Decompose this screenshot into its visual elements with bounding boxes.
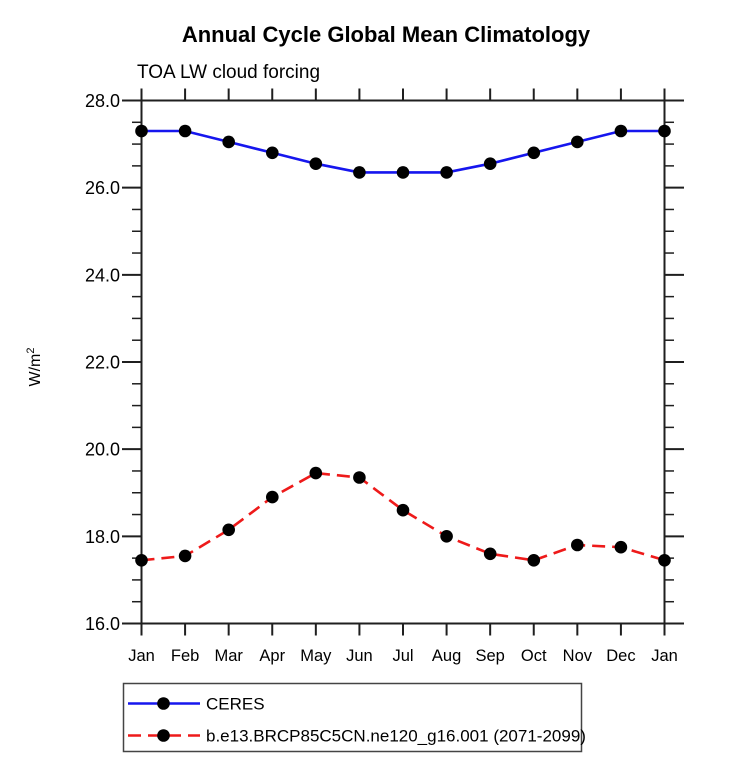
data-point-marker xyxy=(353,471,366,484)
data-point-marker xyxy=(309,157,323,170)
x-tick-label: Aug xyxy=(432,647,461,665)
y-axis-title-base: W/m xyxy=(27,354,44,387)
plot-frame xyxy=(140,99,666,625)
data-point-marker xyxy=(135,124,148,138)
y-tick-label: 16.0 xyxy=(85,614,120,634)
legend: CERES b.e13.BRCP85C5CN.ne120_g16.001 (20… xyxy=(122,682,586,753)
data-point-marker xyxy=(266,490,279,504)
data-point-marker xyxy=(178,549,192,563)
data-point-marker xyxy=(222,135,235,149)
data-point-marker xyxy=(483,157,497,170)
data-point-marker xyxy=(658,554,671,567)
data-point-marker xyxy=(483,547,497,561)
x-tick-label: Jan xyxy=(128,647,155,665)
x-tick-label: Oct xyxy=(521,647,547,665)
y-tick-label: 26.0 xyxy=(85,178,120,198)
y-tick-label: 18.0 xyxy=(85,527,120,547)
axes xyxy=(122,88,684,636)
data-point-marker xyxy=(527,146,541,160)
x-tick-label: Jan xyxy=(651,647,678,665)
data-point-marker xyxy=(527,554,541,567)
data-point-marker xyxy=(135,554,148,567)
y-tick-labels: 16.0 18.0 20.0 22.0 24.0 26.0 28.0 xyxy=(85,91,120,634)
legend-label-ceres: CERES xyxy=(206,695,265,714)
data-point-marker xyxy=(353,166,366,179)
y-axis-title: W/m2 xyxy=(25,348,44,387)
x-tick-label: Mar xyxy=(214,647,243,665)
legend-box xyxy=(122,682,583,753)
series-line-1 xyxy=(141,471,665,562)
data-point-marker xyxy=(396,503,410,517)
x-tick-label: Jul xyxy=(392,647,413,665)
x-tick-label: Sep xyxy=(475,647,504,665)
x-tick-label: Dec xyxy=(606,647,635,665)
data-series xyxy=(135,124,671,567)
data-point-marker xyxy=(440,530,453,543)
y-axis-title-superscript: 2 xyxy=(25,348,37,354)
data-point-marker xyxy=(571,135,584,149)
data-point-marker xyxy=(658,124,671,138)
x-tick-label: Apr xyxy=(259,647,285,665)
data-point-marker xyxy=(396,166,410,179)
y-tick-label: 28.0 xyxy=(85,91,120,111)
legend-marker-ceres xyxy=(157,697,170,710)
x-tick-label: May xyxy=(300,647,332,665)
data-point-marker xyxy=(614,540,628,554)
x-tick-label: Feb xyxy=(171,647,199,665)
data-point-marker xyxy=(178,124,192,138)
y-tick-label: 20.0 xyxy=(85,440,120,460)
data-point-marker xyxy=(440,166,453,179)
x-tick-labels: Jan Feb Mar Apr May Jun Jul Aug Sep Oct Nov Dec Jan xyxy=(128,647,678,665)
data-point-marker xyxy=(222,523,235,537)
data-point-marker xyxy=(571,538,584,552)
legend-label-model: b.e13.BRCP85C5CN.ne120_g16.001 (2071-209… xyxy=(206,727,586,746)
data-point-marker xyxy=(266,146,279,160)
data-point-marker xyxy=(309,466,323,480)
data-point-marker xyxy=(614,124,628,138)
legend-marker-model xyxy=(157,729,170,742)
x-tick-label: Nov xyxy=(563,647,593,665)
x-tick-label: Jun xyxy=(346,647,373,665)
y-tick-label: 22.0 xyxy=(85,353,120,373)
chart-title: Annual Cycle Global Mean Climatology xyxy=(182,22,591,47)
chart-subtitle: TOA LW cloud forcing xyxy=(137,62,320,83)
y-tick-label: 24.0 xyxy=(85,265,120,285)
